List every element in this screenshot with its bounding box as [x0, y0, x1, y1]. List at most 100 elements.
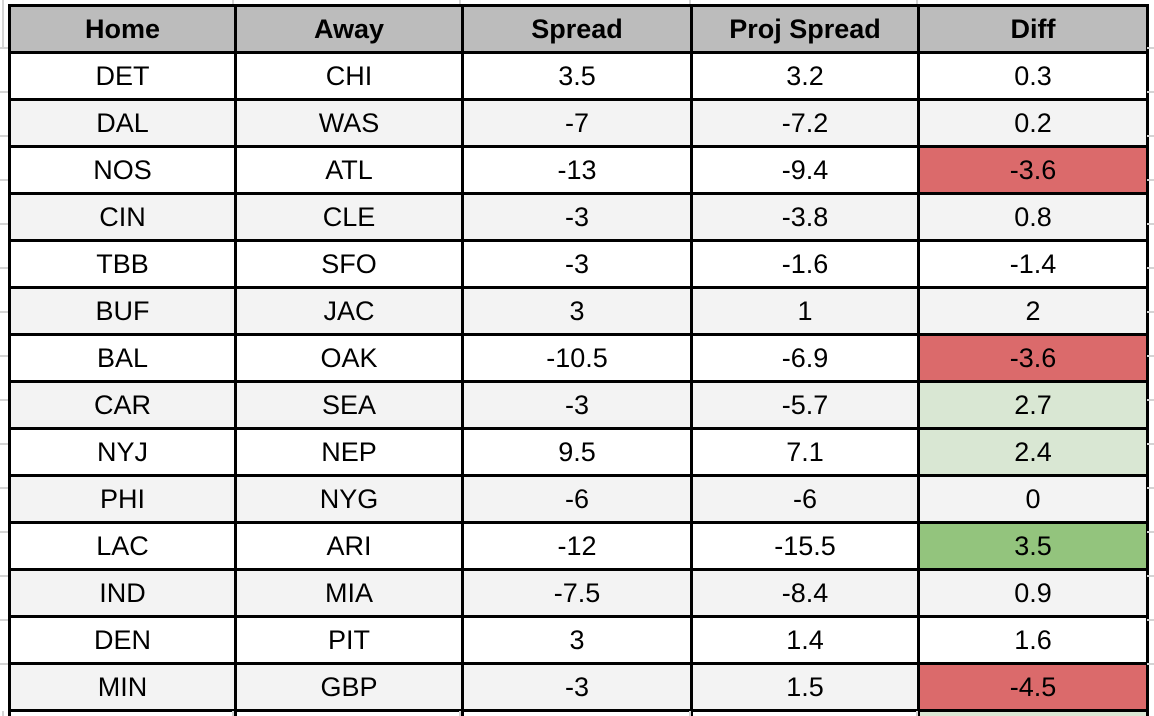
- spread-cell[interactable]: -10.5: [461, 333, 693, 383]
- away-cell[interactable]: PIT: [234, 615, 464, 665]
- home-cell[interactable]: DAL: [8, 98, 237, 148]
- home-cell[interactable]: DEN: [8, 615, 237, 665]
- spread-cell[interactable]: 3: [461, 615, 693, 665]
- diff-cell[interactable]: 0.9: [917, 568, 1149, 618]
- proj-cell[interactable]: -5.7: [690, 380, 920, 430]
- diff-cell[interactable]: 0.8: [917, 192, 1149, 242]
- table-row: NOS ATL -13 -9.4 -3.6: [8, 145, 1149, 195]
- column-header-away[interactable]: Away: [234, 4, 464, 54]
- proj-cell[interactable]: -8.4: [690, 568, 920, 618]
- gridline-stub: [0, 267, 8, 269]
- gridline-stub: [0, 311, 8, 313]
- spread-cell[interactable]: 9.5: [461, 427, 693, 477]
- column-header-diff[interactable]: Diff: [917, 4, 1149, 54]
- proj-cell[interactable]: -1.6: [690, 239, 920, 289]
- diff-cell[interactable]: 0: [917, 474, 1149, 524]
- home-cell[interactable]: DET: [8, 51, 237, 101]
- home-cell[interactable]: CAR: [8, 380, 237, 430]
- diff-cell[interactable]: 1.6: [917, 615, 1149, 665]
- proj-cell[interactable]: 7.1: [690, 427, 920, 477]
- home-cell[interactable]: CIN: [8, 192, 237, 242]
- column-header-home[interactable]: Home: [8, 4, 237, 54]
- proj-cell[interactable]: 1.4: [690, 615, 920, 665]
- table-row: CAR SEA -3 -5.7 2.7: [8, 380, 1149, 430]
- diff-cell[interactable]: -1.4: [917, 239, 1149, 289]
- away-cell[interactable]: CHI: [234, 51, 464, 101]
- home-cell[interactable]: LAC: [8, 521, 237, 571]
- spread-cell[interactable]: -7.5: [461, 568, 693, 618]
- spread-cell[interactable]: -6: [461, 709, 693, 716]
- gridline-stub: [916, 0, 918, 4]
- proj-cell[interactable]: -6: [690, 474, 920, 524]
- gridline-stub: [1147, 399, 1154, 401]
- diff-cell[interactable]: -4.5: [917, 662, 1149, 712]
- diff-cell[interactable]: 0.2: [917, 98, 1149, 148]
- spread-cell[interactable]: -3: [461, 380, 693, 430]
- diff-cell[interactable]: 0.3: [917, 51, 1149, 101]
- gridline-stub: [232, 711, 234, 716]
- spread-cell[interactable]: 3: [461, 286, 693, 336]
- spread-cell[interactable]: -12: [461, 521, 693, 571]
- away-cell[interactable]: TEN: [234, 709, 464, 716]
- gridline-stub: [0, 663, 8, 665]
- home-cell[interactable]: TBB: [8, 239, 237, 289]
- diff-cell[interactable]: 2.4: [917, 427, 1149, 477]
- column-header-spread[interactable]: Spread: [461, 4, 693, 54]
- home-cell[interactable]: PHI: [8, 474, 237, 524]
- gridline-stub: [0, 575, 8, 577]
- away-cell[interactable]: ARI: [234, 521, 464, 571]
- home-cell[interactable]: HOU: [8, 709, 237, 716]
- home-cell[interactable]: NYJ: [8, 427, 237, 477]
- away-cell[interactable]: JAC: [234, 286, 464, 336]
- proj-cell[interactable]: 1: [690, 286, 920, 336]
- table-row: MIN GBP -3 1.5 -4.5: [8, 662, 1149, 712]
- away-cell[interactable]: MIA: [234, 568, 464, 618]
- away-cell[interactable]: WAS: [234, 98, 464, 148]
- gridline-stub: [0, 91, 8, 93]
- home-cell[interactable]: MIN: [8, 662, 237, 712]
- proj-cell[interactable]: 1.5: [690, 662, 920, 712]
- diff-cell[interactable]: 2: [917, 286, 1149, 336]
- away-cell[interactable]: CLE: [234, 192, 464, 242]
- away-cell[interactable]: ATL: [234, 145, 464, 195]
- spread-cell[interactable]: -7: [461, 98, 693, 148]
- spread-cell[interactable]: 3.5: [461, 51, 693, 101]
- gridline-stub: [2, 0, 4, 48]
- diff-cell[interactable]: 2.7: [917, 380, 1149, 430]
- away-cell[interactable]: GBP: [234, 662, 464, 712]
- column-header-proj-spread[interactable]: Proj Spread: [690, 4, 920, 54]
- home-cell[interactable]: NOS: [8, 145, 237, 195]
- spread-cell[interactable]: -13: [461, 145, 693, 195]
- proj-cell[interactable]: -3.8: [690, 192, 920, 242]
- spread-cell[interactable]: -3: [461, 239, 693, 289]
- gridline-stub: [689, 0, 691, 4]
- diff-cell[interactable]: 3.5: [917, 521, 1149, 571]
- gridline-stub: [1147, 443, 1154, 445]
- gridline-stub: [0, 443, 8, 445]
- away-cell[interactable]: SFO: [234, 239, 464, 289]
- away-cell[interactable]: NEP: [234, 427, 464, 477]
- spread-table: Home Away Spread Proj Spread Diff DET CHI…: [8, 4, 1149, 716]
- gridline-stub: [0, 619, 8, 621]
- proj-cell[interactable]: -6.9: [690, 333, 920, 383]
- proj-cell[interactable]: -15.5: [690, 521, 920, 571]
- away-cell[interactable]: SEA: [234, 380, 464, 430]
- home-cell[interactable]: BUF: [8, 286, 237, 336]
- diff-cell[interactable]: -3.6: [917, 333, 1149, 383]
- diff-cell[interactable]: -3.6: [917, 145, 1149, 195]
- proj-cell[interactable]: -7.2: [690, 98, 920, 148]
- gridline-stub: [1147, 179, 1154, 181]
- gridline-stub: [0, 355, 8, 357]
- home-cell[interactable]: BAL: [8, 333, 237, 383]
- away-cell[interactable]: OAK: [234, 333, 464, 383]
- diff-cell[interactable]: 2.4: [917, 709, 1149, 716]
- away-cell[interactable]: NYG: [234, 474, 464, 524]
- spread-cell[interactable]: -6: [461, 474, 693, 524]
- home-cell[interactable]: IND: [8, 568, 237, 618]
- proj-cell[interactable]: -8.4: [690, 709, 920, 716]
- proj-cell[interactable]: 3.2: [690, 51, 920, 101]
- proj-cell[interactable]: -9.4: [690, 145, 920, 195]
- gridline-stub: [1147, 663, 1154, 665]
- spread-cell[interactable]: -3: [461, 192, 693, 242]
- spread-cell[interactable]: -3: [461, 662, 693, 712]
